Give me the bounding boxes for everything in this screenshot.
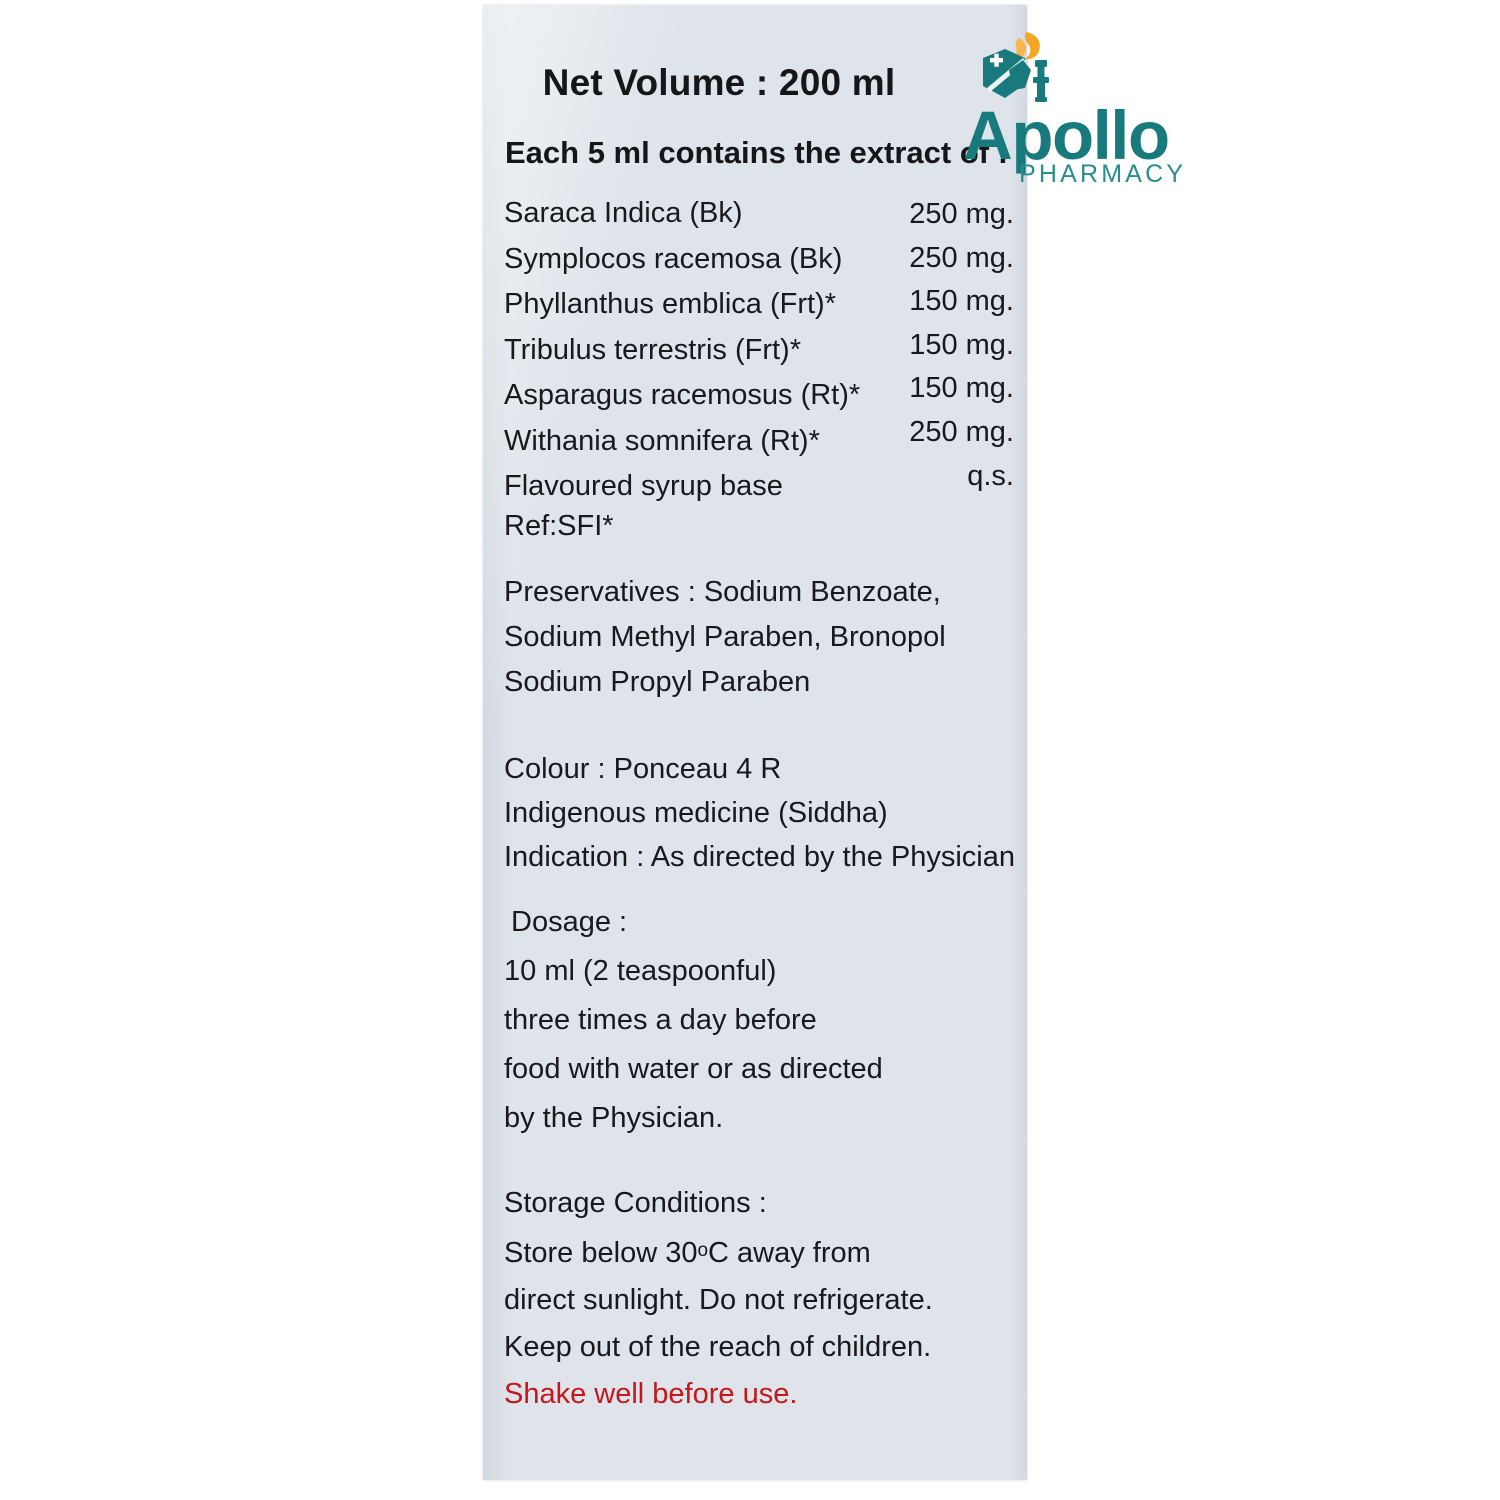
degree-symbol: o (697, 1240, 709, 1261)
preservatives-line: Sodium Propyl Paraben (504, 666, 811, 698)
contains-heading: Each 5 ml contains the extract of : (505, 135, 1009, 170)
ingredient-quantity: 250 mg. (909, 415, 1014, 448)
ingredient-quantity: 150 mg. (909, 285, 1014, 318)
storage-block: Storage Conditions : Store below 30oC aw… (504, 1180, 933, 1418)
storage-temp-suffix: C away from (708, 1237, 871, 1269)
dosage-block: Dosage : 10 ml (2 teaspoonful) three tim… (504, 898, 883, 1143)
indication-line: Indication : As directed by the Physicia… (504, 841, 1016, 873)
colour-line: Colour : Ponceau 4 R (504, 753, 782, 785)
net-volume-heading: Net Volume : 200 ml (542, 62, 896, 103)
ingredient-name: Symplocos racemosa (Bk) (504, 242, 843, 275)
ingredient-quantity: 150 mg. (909, 372, 1014, 405)
colour-indication-block: Colour : Ponceau 4 R Indigenous medicine… (504, 747, 1015, 879)
preservatives-block: Preservatives : Sodium Benzoate, Sodium … (504, 570, 946, 705)
storage-children-line: Keep out of the reach of children. (504, 1331, 932, 1363)
ingredient-name: Phyllanthus emblica (Frt)* (504, 288, 836, 320)
pharmacy-subtext: PHARMACY (1019, 160, 1187, 188)
dosage-line: by the Physician. (504, 1102, 724, 1134)
reference-note: Ref:SFI* (504, 510, 614, 542)
ingredient-name: Tribulus terrestris (Frt)* (504, 333, 801, 366)
ingredient-quantity: 250 mg. (909, 198, 1014, 230)
ingredient-quantity: 250 mg. (909, 241, 1014, 274)
storage-heading: Storage Conditions : (504, 1187, 767, 1219)
product-label-panel: Net Volume : 200 ml Each 5 ml contains t… (483, 5, 1027, 1480)
ingredient-name: Asparagus racemosus (Rt)* (504, 379, 861, 411)
ingredient-name: Flavoured syrup base (504, 470, 783, 502)
apollo-emblem-icon (979, 28, 1065, 118)
ingredient-quantity: 150 mg. (909, 328, 1014, 361)
ingredient-quantity-column: 250 mg. 250 mg. 150 mg. 150 mg. 150 mg. … (859, 193, 1014, 498)
dosage-heading: Dosage : (511, 906, 628, 938)
preservatives-line: Sodium Methyl Paraben, Bronopol (504, 621, 946, 653)
dosage-line: food with water or as directed (504, 1053, 883, 1085)
storage-sunlight-line: direct sunlight. Do not refrigerate. (504, 1284, 933, 1316)
ingredient-name-column: Saraca Indica (Bk) Symplocos racemosa (B… (504, 191, 884, 510)
shake-well-warning: Shake well before use. (504, 1378, 798, 1410)
storage-temp-prefix: Store below 30 (504, 1237, 698, 1269)
ingredient-name: Withania somnifera (Rt)* (504, 424, 820, 457)
dosage-line: three times a day before (504, 1004, 817, 1036)
ingredient-name: Saraca Indica (Bk) (504, 197, 743, 229)
dosage-line: 10 ml (2 teaspoonful) (504, 955, 777, 987)
ingredient-quantity: q.s. (967, 459, 1014, 492)
apollo-wordmark: Apollo (963, 97, 1170, 174)
apollo-pharmacy-logo: Apollo PHARMACY (963, 28, 1195, 188)
indigenous-medicine-line: Indigenous medicine (Siddha) (504, 797, 888, 829)
storage-temperature-line: Store below 30oC away from (504, 1227, 933, 1277)
preservatives-line: Preservatives : Sodium Benzoate, (504, 576, 941, 608)
